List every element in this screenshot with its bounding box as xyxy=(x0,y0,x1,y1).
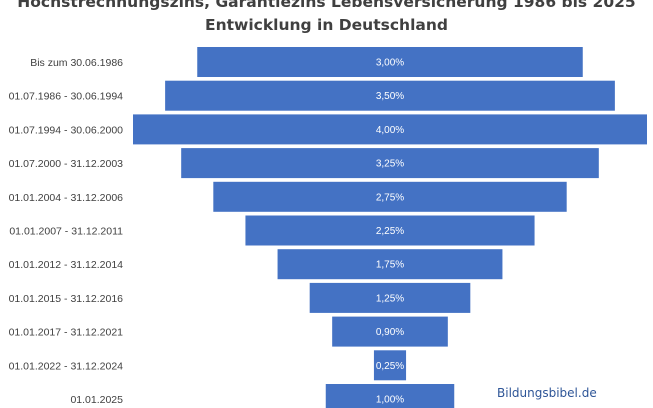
bar-value-label: 0,90% xyxy=(376,327,404,338)
category-label: 01.01.2025 xyxy=(70,394,123,406)
bar-value-label: 1,75% xyxy=(376,260,404,271)
bar-value-label: 1,00% xyxy=(376,395,404,406)
funnel-bar xyxy=(197,47,583,77)
funnel-bar xyxy=(181,148,599,179)
funnel-bar xyxy=(373,350,407,381)
bar-value-label: 2,75% xyxy=(376,192,404,203)
category-label: 01.07.1994 - 30.06.2000 xyxy=(9,124,124,136)
category-label: 01.07.2000 - 31.12.2003 xyxy=(9,158,124,170)
funnel-bar xyxy=(165,80,615,111)
chart-title-line-1: Höchstrechnungszins, Garantiezins Lebens… xyxy=(17,0,636,11)
funnel-bar xyxy=(213,181,567,212)
category-label: 01.01.2004 - 31.12.2006 xyxy=(9,192,124,204)
bar-value-label: 3,25% xyxy=(376,159,404,170)
funnel-bar xyxy=(325,384,455,408)
category-label: 01.01.2012 - 31.12.2014 xyxy=(9,259,124,271)
category-label: 01.01.2015 - 31.12.2016 xyxy=(9,293,124,305)
funnel-bar xyxy=(245,215,535,246)
funnel-bar xyxy=(277,249,503,280)
chart-title-line-2: Entwicklung in Deutschland xyxy=(205,16,448,34)
funnel-bar xyxy=(309,282,471,313)
category-label: Bis zum 30.06.1986 xyxy=(30,57,123,69)
watermark: Bildungsbibel.de xyxy=(497,386,597,400)
category-label: 01.01.2007 - 31.12.2011 xyxy=(9,226,123,238)
funnel-bar xyxy=(332,316,448,347)
category-label: 01.01.2022 - 31.12.2024 xyxy=(9,360,124,372)
bar-value-label: 0,25% xyxy=(376,361,404,372)
category-label: 01.01.2017 - 31.12.2021 xyxy=(9,327,124,339)
funnel-bar xyxy=(133,114,647,145)
bar-value-label: 3,00% xyxy=(376,58,404,69)
category-label: 01.07.1986 - 30.06.1994 xyxy=(9,91,124,103)
chart-title: Höchstrechnungszins, Garantiezins Lebens… xyxy=(0,0,653,37)
bar-value-label: 2,25% xyxy=(376,226,404,237)
bar-value-label: 4,00% xyxy=(376,125,404,136)
bar-value-label: 1,25% xyxy=(376,293,404,304)
bar-value-label: 3,50% xyxy=(376,91,404,102)
